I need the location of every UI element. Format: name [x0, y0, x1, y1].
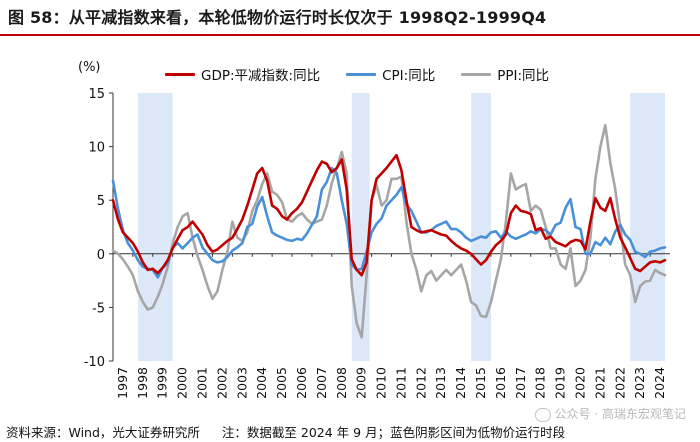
shaded-periods [137, 93, 666, 361]
x-tick-label: 2004 [254, 367, 269, 399]
x-tick-label: 2011 [393, 367, 408, 399]
data-note: 注：数据截至 2024 年 9 月；蓝色阴影区间为低物价运行时段 [221, 425, 566, 440]
x-tick-label: 2015 [473, 367, 488, 399]
watermark: 公众号 · 高瑞东宏观笔记 [534, 405, 686, 422]
x-tick-label: 1998 [135, 367, 150, 399]
footer: 资料来源：Wind，光大证券研究所 注：数据截至 2024 年 9 月；蓝色阴影… [6, 422, 565, 441]
x-tick-label: 2007 [314, 367, 329, 399]
legend: GDP:平减指数:同比 CPI:同比 PPI:同比 [165, 64, 549, 84]
series-line-ppi [111, 123, 667, 339]
series-line-gdp [111, 153, 667, 277]
y-tick-label: 15 [88, 87, 105, 102]
legend-item-gdp: GDP:平减指数:同比 [165, 64, 320, 84]
x-tick-label: 2012 [413, 367, 428, 399]
legend-label-gdp: GDP:平减指数:同比 [201, 68, 321, 84]
legend-swatch-cpi [346, 72, 377, 76]
x-tick-label: 2022 [612, 367, 627, 399]
legend-item-cpi: CPI:同比 [346, 64, 435, 84]
series-lines [111, 123, 667, 339]
legend-swatch-ppi [461, 72, 492, 76]
x-tick-label: 2014 [453, 367, 468, 399]
x-tick-label: 2018 [533, 367, 548, 399]
x-tick-label: 2002 [214, 367, 229, 399]
legend-label-ppi: PPI:同比 [497, 68, 550, 84]
x-tick-label: 2000 [175, 367, 190, 399]
axes: -10 -5 0 5 10 15 1997 1998 1999 2000 2001 2002 2003 2… [84, 87, 670, 399]
y-tick-label: -5 [92, 301, 105, 316]
x-tick-label: 2021 [592, 367, 607, 399]
x-tick-label: 2017 [513, 367, 528, 399]
y-tick-label: 10 [88, 141, 105, 156]
y-unit-label: (%) [78, 60, 101, 75]
x-tick-label: 2013 [433, 367, 448, 399]
x-tick-label: 2003 [234, 367, 249, 399]
y-tick-label: 0 [97, 248, 105, 263]
x-tick-label: 2016 [493, 367, 508, 399]
shaded-period-2 [351, 93, 370, 361]
series-line-cpi [111, 166, 667, 279]
title-rule [0, 34, 700, 36]
x-tick-label: 1999 [155, 367, 170, 399]
legend-swatch-gdp [165, 72, 195, 76]
shaded-period-4 [630, 93, 666, 361]
shaded-period-1 [137, 93, 173, 361]
source-note: 资料来源：Wind，光大证券研究所 [6, 425, 200, 440]
x-tick-label: 1997 [115, 367, 130, 399]
x-tick-label: 2001 [195, 367, 210, 399]
legend-item-ppi: PPI:同比 [461, 64, 549, 84]
x-tick-label: 2024 [652, 367, 667, 399]
y-tick-label: 5 [97, 194, 105, 209]
x-tick-label: 2005 [274, 367, 289, 399]
legend-label-cpi: CPI:同比 [382, 68, 436, 84]
x-tick-label: 2020 [572, 367, 587, 399]
x-tick-label: 2023 [632, 367, 647, 399]
watermark-text: 公众号 · 高瑞东宏观笔记 [554, 407, 686, 421]
x-tick-label: 2006 [294, 367, 309, 399]
y-tick-label: -10 [84, 355, 105, 370]
chart-title: 图 58：从平减指数来看，本轮低物价运行时长仅次于 1998Q2-1999Q4 [8, 8, 547, 27]
x-tick-label: 2019 [553, 367, 568, 399]
x-tick-label: 2008 [334, 367, 349, 399]
wechat-icon [534, 407, 551, 422]
x-tick-label: 2009 [354, 367, 369, 399]
x-tick-label: 2010 [374, 367, 389, 399]
shaded-period-3 [471, 93, 491, 361]
